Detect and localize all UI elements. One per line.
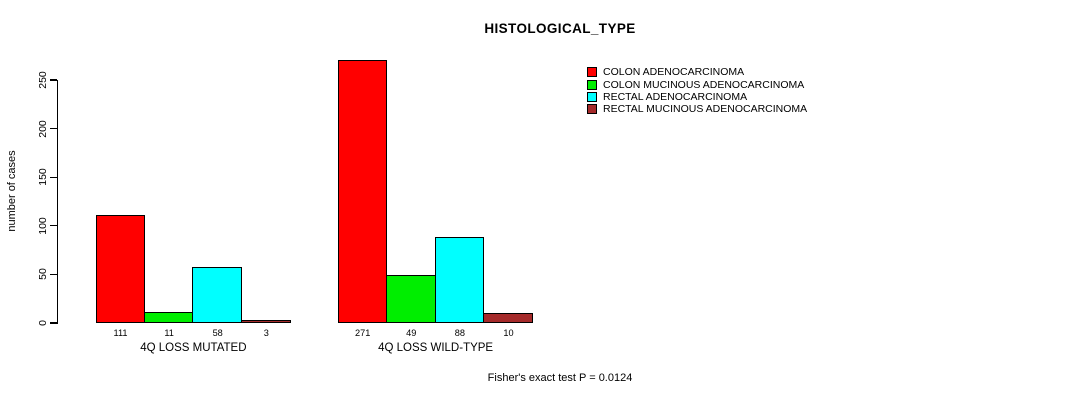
legend-label: COLON MUCINOUS ADENOCARCINOMA [603, 78, 805, 91]
bar-value-label: 10 [503, 327, 514, 338]
legend-swatch [587, 104, 597, 115]
x-group-label: 4Q LOSS MUTATED [140, 342, 247, 354]
bar [386, 275, 436, 323]
legend-label: RECTAL MUCINOUS ADENOCARCINOMA [603, 103, 808, 116]
bar-value-label: 3 [263, 327, 269, 338]
y-axis-tick [50, 176, 57, 178]
legend-label: COLON ADENOCARCINOMA [603, 66, 745, 79]
y-axis-tick [50, 225, 57, 227]
bar [483, 313, 533, 323]
bar-value-label: 88 [454, 327, 465, 338]
y-tick-label: 100 [37, 217, 49, 235]
y-tick-label: 150 [37, 168, 49, 186]
bar-value-label: 11 [164, 327, 174, 338]
legend-item: COLON MUCINOUS ADENOCARCINOMA [587, 78, 807, 91]
bar [192, 266, 242, 323]
legend-item: RECTAL ADENOCARCINOMA [587, 91, 807, 103]
y-axis-line [57, 79, 59, 324]
legend-swatch [587, 79, 597, 90]
y-axis-tick [50, 273, 57, 275]
bar-value-label: 111 [113, 327, 128, 338]
legend-swatch [587, 91, 597, 102]
bar [434, 237, 485, 323]
bar [143, 312, 194, 323]
y-axis-label: number of cases [6, 150, 18, 232]
legend-item: COLON ADENOCARCINOMA [587, 66, 807, 78]
y-axis-tick [50, 79, 57, 81]
legend-item: RECTAL MUCINOUS ADENOCARCINOMA [587, 103, 807, 115]
legend-swatch [587, 67, 597, 78]
legend: COLON ADENOCARCINOMA COLON MUCINOUS ADENO… [587, 66, 807, 116]
bar [96, 215, 145, 323]
legend-label: RECTAL ADENOCARCINOMA [603, 90, 748, 103]
bar-value-label: 271 [355, 327, 371, 338]
bar [338, 59, 387, 323]
y-axis-tick [50, 322, 57, 324]
y-tick-label: 200 [37, 119, 49, 138]
bar-value-label: 49 [406, 327, 417, 338]
chart-title: HISTOLOGICAL_TYPE [484, 21, 636, 36]
y-tick-label: 250 [37, 71, 49, 89]
bar [241, 320, 291, 323]
y-tick-label: 0 [37, 320, 49, 326]
fisher-test-annotation: Fisher's exact test P = 0.0124 [487, 372, 633, 384]
y-axis-tick [50, 128, 57, 130]
x-group-label: 4Q LOSS WILD-TYPE [378, 342, 494, 354]
y-tick-label: 50 [37, 268, 49, 281]
bar-value-label: 58 [212, 327, 223, 338]
